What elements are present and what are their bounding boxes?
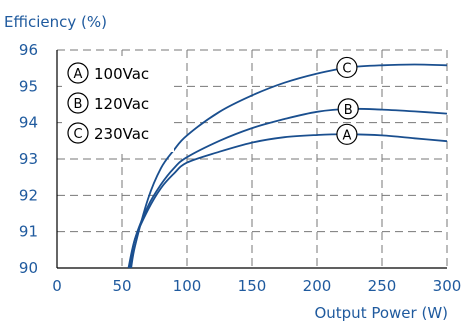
series-line-100vac [127, 133, 448, 269]
x-tick-label: 50 [112, 277, 131, 295]
legend-label: 100Vac [94, 65, 149, 83]
curve-marker-b: B [337, 98, 359, 120]
legend-item-100vac: A 100Vac [67, 62, 149, 84]
legend-marker-circle [67, 62, 89, 84]
marker-letter: A [342, 128, 351, 143]
series-line-230vac [130, 63, 448, 269]
curve-markers: C BA [336, 56, 359, 145]
legend: A 100Vac B 120Vac C 230Vac [62, 56, 174, 152]
x-axis-title: Output Power (W) [314, 304, 448, 322]
y-axis-title: Efficiency (%) [4, 13, 107, 31]
x-tick-labels: 0 50 100 150 200 250 300 [52, 277, 461, 295]
legend-marker-letter: A [74, 67, 83, 82]
y-tick-label: 91 [19, 223, 38, 241]
legend-marker-circle [67, 122, 89, 144]
x-tick-label: 200 [303, 277, 332, 295]
series-lines [127, 63, 448, 269]
legend-marker-letter: C [73, 127, 82, 142]
legend-label: 230Vac [94, 125, 149, 143]
series-line-120vac [128, 107, 448, 269]
marker-circle [336, 56, 358, 79]
legend-item-230vac: C 230Vac [67, 122, 149, 144]
y-tick-label: 90 [19, 259, 38, 277]
curve-marker-a: A [336, 123, 358, 145]
x-tick-label: 300 [433, 277, 462, 295]
x-tick-label: 100 [173, 277, 202, 295]
legend-item-120vac: B 120Vac [67, 92, 149, 114]
legend-marker-letter: B [74, 97, 83, 112]
marker-letter: C [342, 61, 351, 76]
y-tick-label: 94 [19, 114, 38, 132]
x-tick-label: 250 [368, 277, 397, 295]
legend-marker-circle [67, 92, 89, 114]
marker-letter: B [344, 103, 353, 118]
marker-circle [337, 98, 359, 120]
x-tick-label: 150 [238, 277, 267, 295]
marker-circle [336, 123, 358, 145]
y-tick-labels: 90 91 92 93 94 95 96 [19, 41, 38, 277]
curve-marker-c: C [336, 56, 358, 79]
y-tick-label: 92 [19, 186, 38, 204]
y-tick-label: 96 [19, 41, 38, 59]
x-tick-label: 0 [52, 277, 62, 295]
y-tick-label: 93 [19, 150, 38, 168]
legend-label: 120Vac [94, 95, 149, 113]
y-tick-label: 95 [19, 77, 38, 95]
